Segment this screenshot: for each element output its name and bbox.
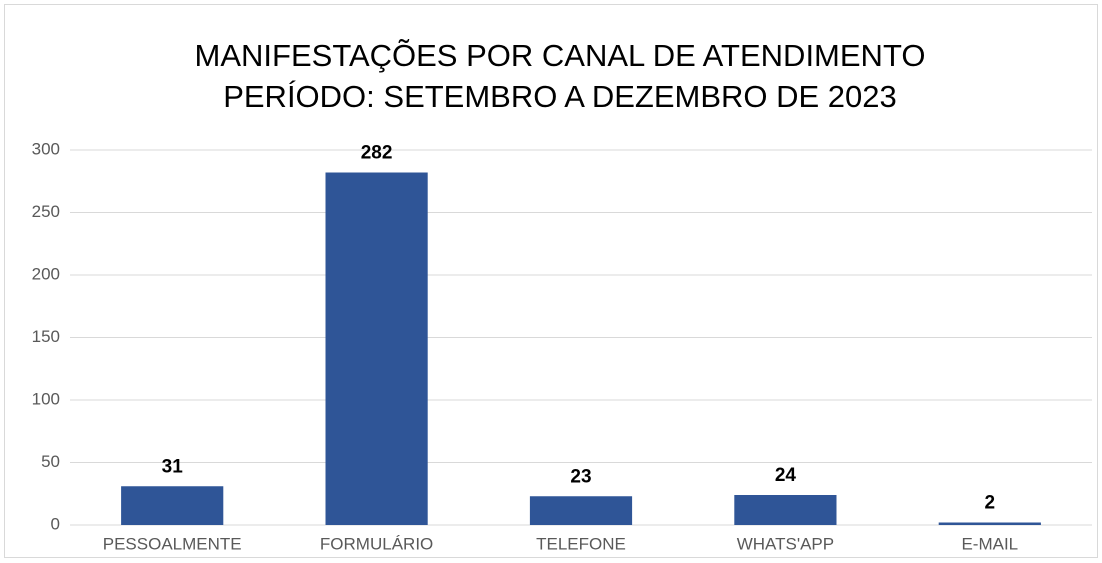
bar	[121, 486, 224, 525]
value-label: 24	[775, 465, 797, 486]
x-tick-label: E-MAIL	[961, 534, 1018, 553]
y-tick-label: 150	[32, 327, 60, 346]
value-label: 31	[162, 456, 184, 477]
x-tick-label: PESSOALMENTE	[103, 534, 242, 553]
bar	[529, 496, 633, 525]
bar	[734, 495, 837, 525]
y-tick-label: 50	[41, 452, 60, 471]
chart-border	[4, 4, 1098, 558]
y-tick-label: 200	[32, 264, 60, 283]
y-tick-label: 300	[32, 139, 60, 158]
chart-title: MANIFESTAÇÕES POR CANAL DE ATENDIMENTO	[195, 38, 926, 73]
bar	[325, 172, 428, 525]
y-tick-label: 250	[32, 202, 60, 221]
x-tick-label: TELEFONE	[536, 534, 626, 553]
chart-subtitle: PERÍODO: SETEMBRO A DEZEMBRO DE 2023	[223, 79, 897, 114]
value-label: 2	[985, 493, 996, 514]
y-tick-label: 0	[51, 514, 60, 533]
value-label: 282	[361, 143, 393, 164]
bar	[938, 522, 1041, 525]
y-tick-label: 100	[32, 389, 60, 408]
x-tick-label: FORMULÁRIO	[320, 534, 433, 553]
x-tick-label: WHATS'APP	[737, 534, 834, 553]
value-label: 23	[570, 466, 591, 487]
